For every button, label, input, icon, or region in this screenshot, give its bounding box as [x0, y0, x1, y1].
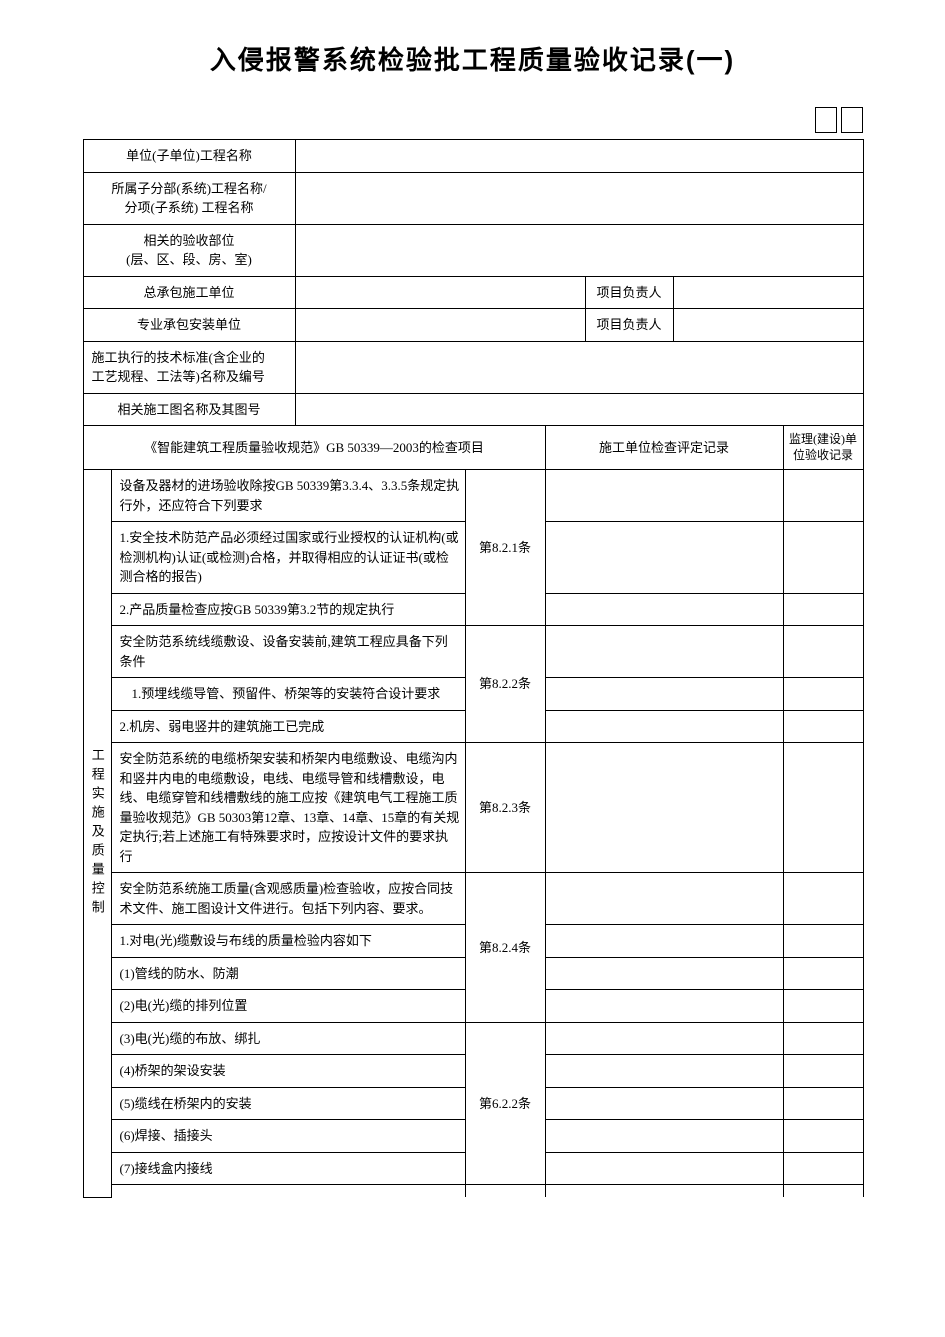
- col-standard: 《智能建筑工程质量验收规范》GB 50339—2003的检查项目: [83, 426, 545, 470]
- g3-item0: 安全防范系统的电缆桥架安装和桥架内电缆敷设、电缆沟内和竖井内电的电缆敷设，电线、…: [111, 743, 465, 873]
- g2-rec0: [545, 626, 783, 678]
- g4-rec1: [545, 925, 783, 958]
- code-box-1: [815, 107, 837, 133]
- g4-rec3: [545, 990, 783, 1023]
- g2-item0: 安全防范系统线缆敷设、设备安装前,建筑工程应具备下列条件: [111, 626, 465, 678]
- g1-item2: 2.产品质量检查应按GB 50339第3.2节的规定执行: [111, 593, 465, 626]
- hdr-tech-std-a: 施工执行的技术标准(含企业的: [92, 350, 265, 365]
- g5-rec3: [545, 1120, 783, 1153]
- g4-item0: 安全防范系统施工质量(含观感质量)检查验收，应按合同技术文件、施工图设计文件进行…: [111, 873, 465, 925]
- g5-sup2: [783, 1087, 863, 1120]
- hdr-accept-part-b: (层、区、段、房、室): [126, 252, 252, 267]
- side-label: 工程实施及质量控制: [83, 470, 111, 1198]
- g5-clause-cont: [465, 1185, 545, 1198]
- g4-sup2: [783, 957, 863, 990]
- g4-sup1: [783, 925, 863, 958]
- g3-rec0: [545, 743, 783, 873]
- g4-item3: (2)电(光)缆的排列位置: [111, 990, 465, 1023]
- g5-rec4: [545, 1152, 783, 1185]
- g5-item4: (7)接线盒内接线: [111, 1152, 465, 1185]
- g2-item1: 1.预埋线缆导管、预留件、桥架等的安装符合设计要求: [111, 678, 465, 711]
- g1-item1: 1.安全技术防范产品必须经过国家或行业授权的认证机构(或检测机构)认证(或检测)…: [111, 522, 465, 594]
- g5-sup0: [783, 1022, 863, 1055]
- val-drawings: [295, 393, 863, 426]
- g4-item1: 1.对电(光)缆敷设与布线的质量检验内容如下: [111, 925, 465, 958]
- val-accept-part: [295, 224, 863, 276]
- g5-item3: (6)焊接、插接头: [111, 1120, 465, 1153]
- g2-rec2: [545, 710, 783, 743]
- col-record: 施工单位检查评定记录: [545, 426, 783, 470]
- lbl-pm1: 项目负责人: [585, 276, 673, 309]
- g2-sup1: [783, 678, 863, 711]
- g2-rec1: [545, 678, 783, 711]
- g5-item2: (5)缆线在桥架内的安装: [111, 1087, 465, 1120]
- g5-sup5: [783, 1185, 863, 1198]
- g3-clause: 第8.2.3条: [465, 743, 545, 873]
- corner-code-boxes: [83, 107, 863, 133]
- val-general-contractor: [295, 276, 585, 309]
- g4-item2: (1)管线的防水、防潮: [111, 957, 465, 990]
- g5-sup1: [783, 1055, 863, 1088]
- g4-sup3: [783, 990, 863, 1023]
- g5-rec5: [545, 1185, 783, 1198]
- main-table: 单位(子单位)工程名称 所属子分部(系统)工程名称/ 分项(子系统) 工程名称 …: [83, 139, 864, 1198]
- hdr-pro-contractor: 专业承包安装单位: [83, 309, 295, 342]
- g3-sup0: [783, 743, 863, 873]
- g1-clause: 第8.2.1条: [465, 470, 545, 626]
- hdr-general-contractor: 总承包施工单位: [83, 276, 295, 309]
- val-pm1: [673, 276, 863, 309]
- hdr-sub-project-b: 分项(子系统) 工程名称: [125, 200, 254, 215]
- g1-rec1: [545, 522, 783, 594]
- g4-rec2: [545, 957, 783, 990]
- g1-sup1: [783, 522, 863, 594]
- g5-sup4: [783, 1152, 863, 1185]
- g2-sup0: [783, 626, 863, 678]
- page-title: 入侵报警系统检验批工程质量验收记录(一): [83, 40, 863, 77]
- g4-rec0: [545, 873, 783, 925]
- g1-item0: 设备及器材的进场验收除按GB 50339第3.3.4、3.3.5条规定执行外，还…: [111, 470, 465, 522]
- hdr-sub-project: 所属子分部(系统)工程名称/ 分项(子系统) 工程名称: [83, 172, 295, 224]
- g1-rec0: [545, 470, 783, 522]
- g2-item2: 2.机房、弱电竖井的建筑施工已完成: [111, 710, 465, 743]
- g5-rec1: [545, 1055, 783, 1088]
- hdr-sub-project-a: 所属子分部(系统)工程名称/: [111, 181, 266, 196]
- hdr-unit-project: 单位(子单位)工程名称: [83, 140, 295, 173]
- hdr-tech-std: 施工执行的技术标准(含企业的 工艺规程、工法等)名称及编号: [83, 341, 295, 393]
- g2-sup2: [783, 710, 863, 743]
- g1-sup2: [783, 593, 863, 626]
- g5-rec2: [545, 1087, 783, 1120]
- col-supervise: 监理(建设)单位验收记录: [783, 426, 863, 470]
- g5-item0: (3)电(光)缆的布放、绑扎: [111, 1022, 465, 1055]
- lbl-pm2: 项目负责人: [585, 309, 673, 342]
- g4-sup0: [783, 873, 863, 925]
- g5-sup3: [783, 1120, 863, 1153]
- g5-item1: (4)桥架的架设安装: [111, 1055, 465, 1088]
- g1-rec2: [545, 593, 783, 626]
- val-sub-project: [295, 172, 863, 224]
- g5-item5-partial: [111, 1185, 465, 1198]
- val-unit-project: [295, 140, 863, 173]
- val-tech-std: [295, 341, 863, 393]
- code-box-2: [841, 107, 863, 133]
- g5-rec0: [545, 1022, 783, 1055]
- val-pro-contractor: [295, 309, 585, 342]
- g2-clause: 第8.2.2条: [465, 626, 545, 743]
- hdr-accept-part: 相关的验收部位 (层、区、段、房、室): [83, 224, 295, 276]
- hdr-drawings: 相关施工图名称及其图号: [83, 393, 295, 426]
- g1-sup0: [783, 470, 863, 522]
- hdr-accept-part-a: 相关的验收部位: [143, 233, 234, 248]
- val-pm2: [673, 309, 863, 342]
- hdr-tech-std-b: 工艺规程、工法等)名称及编号: [92, 369, 265, 384]
- g5-clause: 第6.2.2条: [465, 1022, 545, 1185]
- g4-clause: 第8.2.4条: [465, 873, 545, 1023]
